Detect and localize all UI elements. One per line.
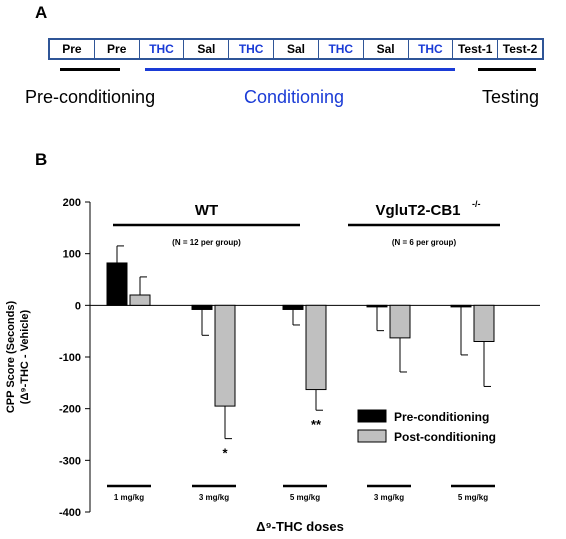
category-label: 1 mg/kg [114, 493, 144, 502]
category-label: 5 mg/kg [290, 493, 320, 502]
group-title: WT [195, 202, 218, 219]
legend-swatch [357, 409, 387, 423]
bar-post [305, 304, 327, 391]
timeline-cell-sal: Sal [364, 40, 409, 58]
timeline-cell-thc: THC [229, 40, 275, 58]
bar-pre [450, 304, 472, 308]
bar-pre [366, 304, 388, 308]
bar-pre [106, 262, 128, 306]
pre-conditioning-label: Pre-conditioning [25, 87, 156, 107]
bar-post [389, 304, 411, 339]
category-label: 3 mg/kg [374, 493, 404, 502]
bar-pre [191, 304, 213, 310]
y-tick-label: -200 [59, 404, 81, 416]
bar-post [129, 294, 151, 306]
y-tick-label: 100 [63, 249, 81, 261]
timeline-cell-pre: Pre [50, 40, 95, 58]
significance-marker: * [222, 446, 228, 461]
timeline-cell-sal: Sal [184, 40, 230, 58]
significance-marker: ** [311, 417, 322, 432]
group-note: (N = 6 per group) [392, 238, 457, 247]
x-axis-label: Δ⁹-THC doses [256, 519, 344, 534]
y-tick-label: 200 [63, 197, 81, 209]
y-axis-label-2: (Δ⁹-THC - Vehicle) [19, 309, 31, 404]
y-tick-label: -300 [59, 455, 81, 467]
y-tick-label: 0 [75, 300, 81, 312]
timeline-bar: Pre Pre THC Sal THC Sal THC Sal THC Test-1 Test-2 [48, 38, 544, 60]
panel-b-label: B [35, 150, 48, 169]
timeline-cell-thc: THC [140, 40, 185, 58]
timeline-cell-thc: THC [409, 40, 454, 58]
bar-post [214, 304, 236, 407]
panel-a-label: A [35, 3, 48, 22]
legend-label: Post-conditioning [394, 430, 496, 444]
y-tick-label: -400 [59, 507, 81, 519]
testing-bracket [478, 68, 536, 71]
conditioning-bracket [145, 68, 455, 71]
timeline-cell-thc: THC [319, 40, 364, 58]
y-axis-label: CPP Score (Seconds) [5, 301, 17, 414]
timeline-cell-test: Test-2 [502, 42, 538, 56]
group-note: (N = 12 per group) [172, 238, 241, 247]
bar-pre [282, 304, 304, 310]
y-tick-label: -100 [59, 352, 81, 364]
timeline-cell-pre: Pre [95, 40, 140, 58]
conditioning-label: Conditioning [244, 87, 345, 107]
category-label: 5 mg/kg [458, 493, 488, 502]
group-title-superscript: -/- [472, 199, 481, 209]
bar-post [473, 304, 495, 343]
category-label: 3 mg/kg [199, 493, 229, 502]
group-title: VgluT2-CB1 [375, 202, 460, 219]
timeline-cell-test: Test-1 [453, 40, 499, 58]
testing-label: Testing [482, 87, 540, 107]
timeline-cell-sal: Sal [274, 40, 319, 58]
pre-conditioning-bracket [60, 68, 120, 71]
legend-swatch [357, 429, 387, 443]
legend-label: Pre-conditioning [394, 410, 489, 424]
